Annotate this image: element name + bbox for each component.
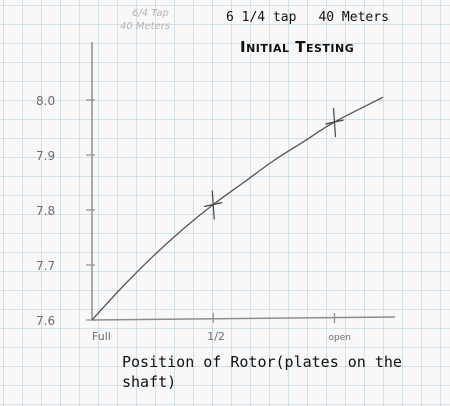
y-tick-label: 8.0 [36,94,55,108]
y-tick-label: 7.9 [36,149,55,163]
data-series-line [91,96,384,321]
x-tick-label: open [329,333,351,343]
x-axis-label: Position of Rotor(plates on the shaft) [122,353,402,391]
band-label: 40 Meters [318,10,389,25]
y-tick-label: 7.8 [36,204,55,218]
tap-label: 6 1/4 tap [226,10,297,25]
faint-note-1: 6/4 Tap [132,8,169,19]
data-point-marker [204,190,223,220]
header-info: 6 1/4 tap 40 Meters [226,10,389,25]
chart-title: Initial Testing [240,38,355,56]
faint-note-2: 40 Meters [120,21,170,32]
x-axis [91,316,396,321]
y-tick-label: 7.6 [36,314,55,328]
data-point-marker [325,107,344,138]
x-tick-label: Full [92,330,111,343]
x-tick-label: 1/2 [207,330,225,343]
y-tick-label: 7.7 [36,259,55,273]
